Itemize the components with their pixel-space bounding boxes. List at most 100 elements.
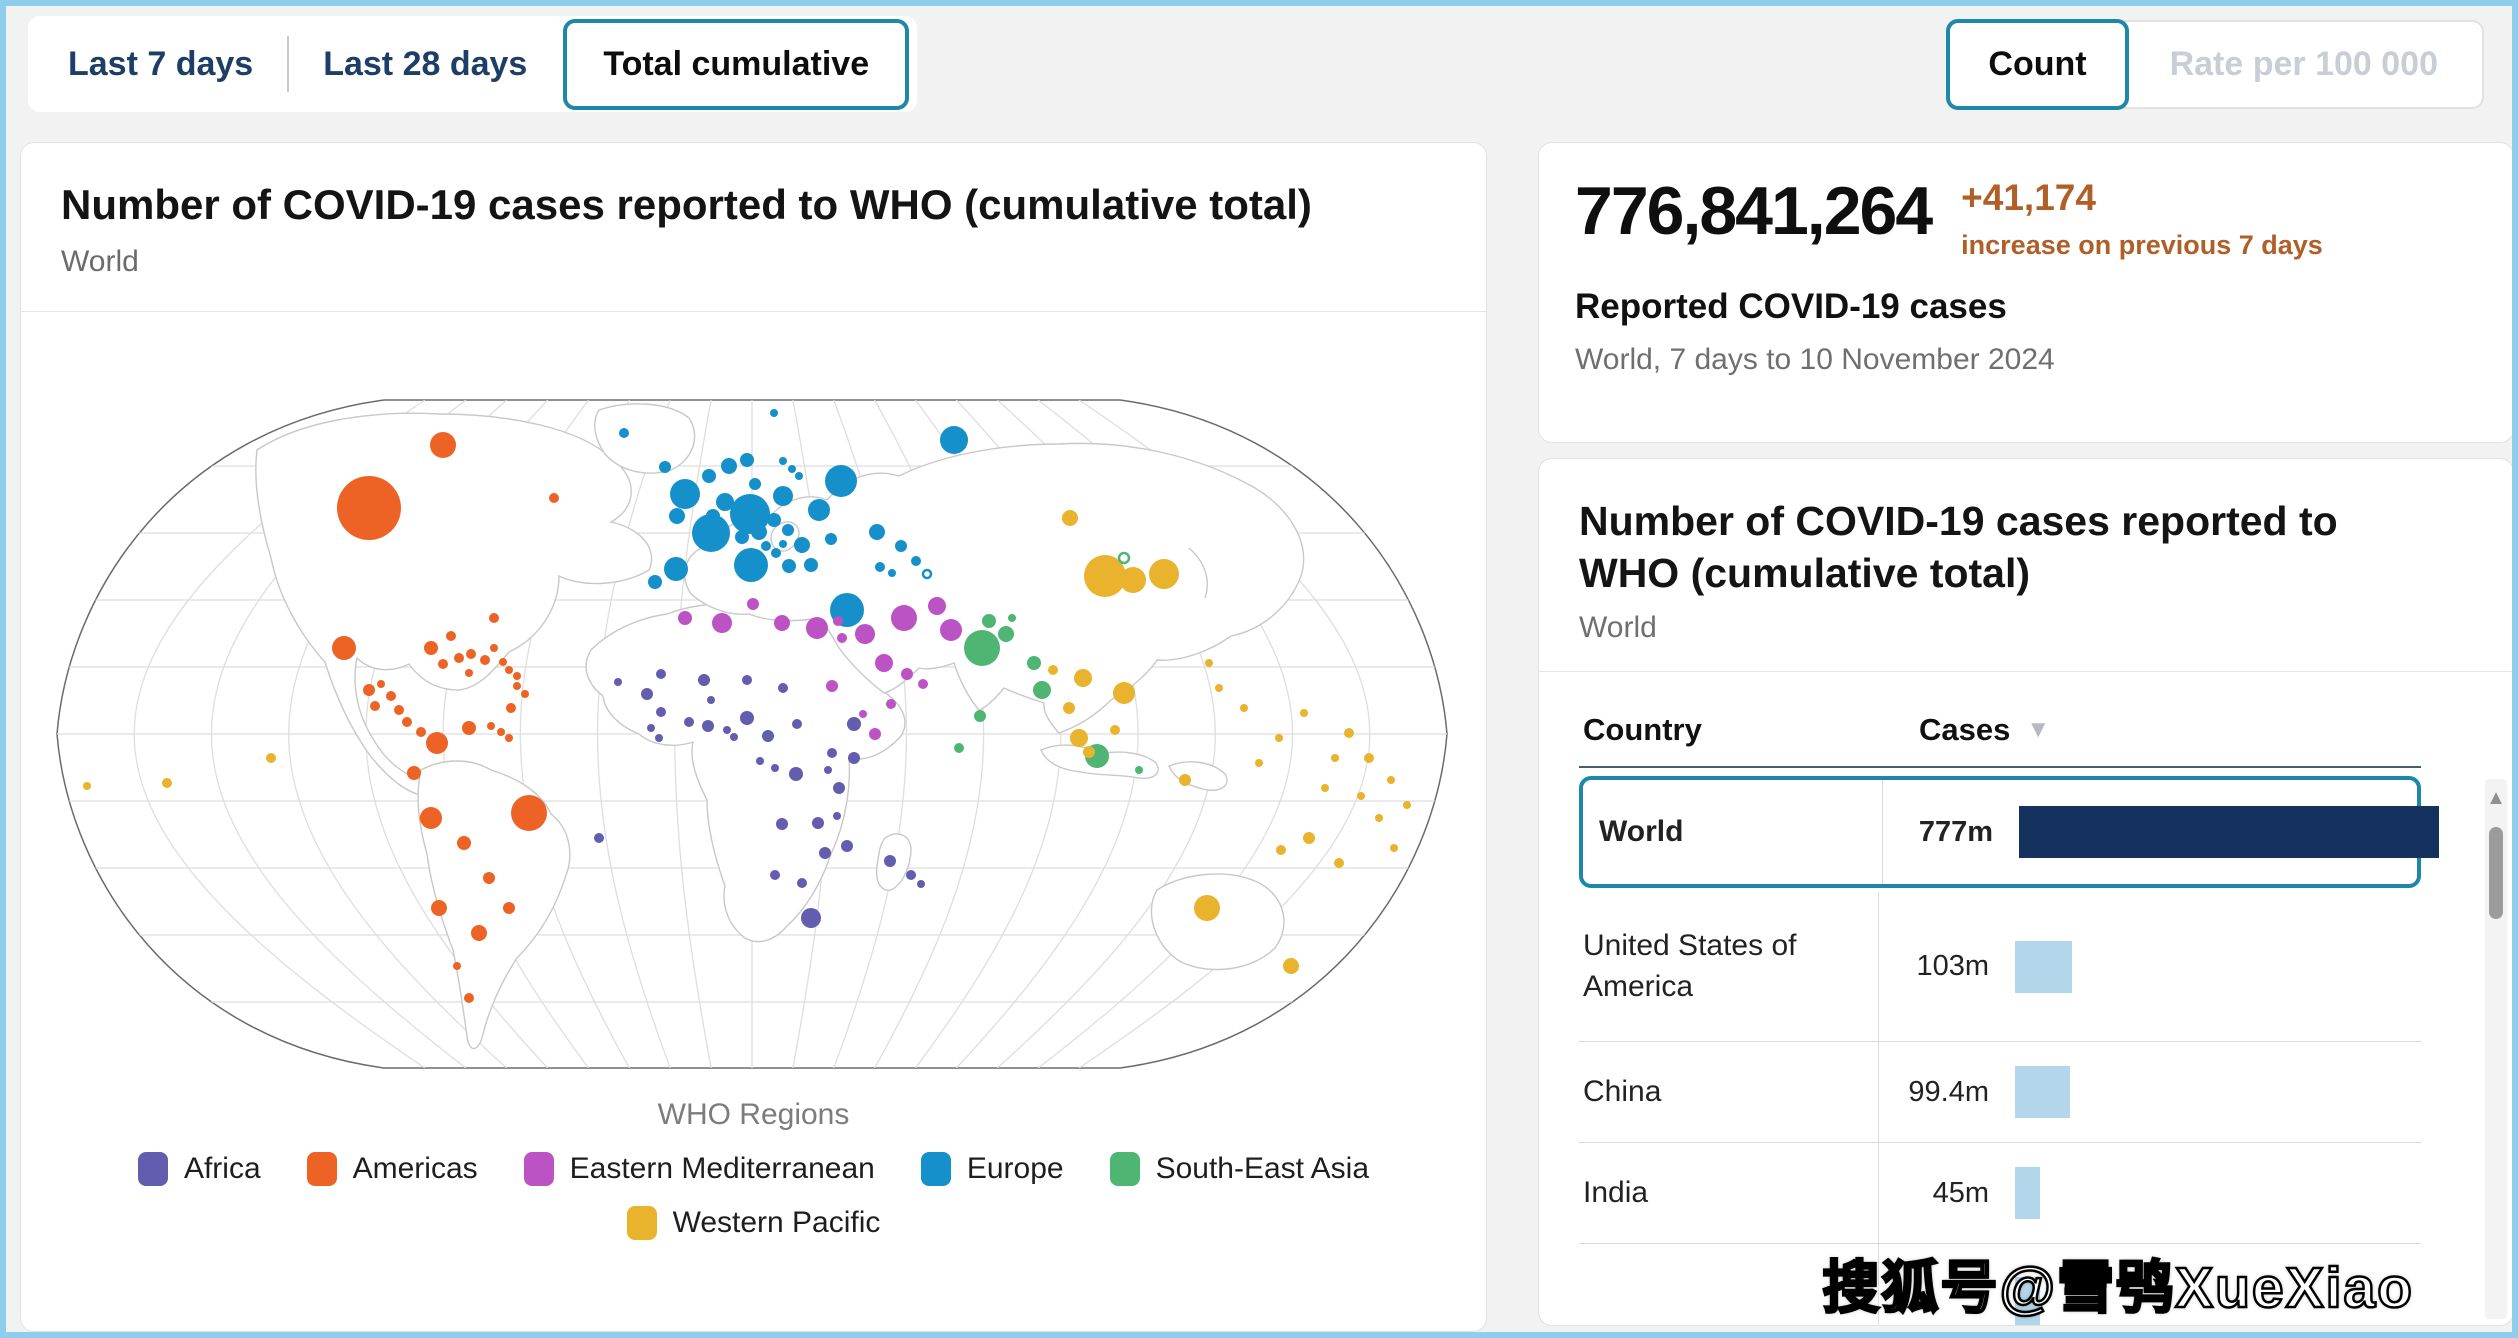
map-bubble-af[interactable] xyxy=(640,688,653,701)
map-bubble-wp[interactable] xyxy=(1112,682,1135,705)
map-bubble-af[interactable] xyxy=(840,840,853,853)
map-bubble-em[interactable] xyxy=(832,616,843,627)
map-bubble-eu[interactable] xyxy=(824,533,837,546)
map-bubble-wp[interactable] xyxy=(1374,814,1383,823)
column-header-country[interactable]: Country xyxy=(1583,712,1702,748)
map-bubble-eu[interactable] xyxy=(787,465,796,474)
map-bubble-af[interactable] xyxy=(739,711,754,726)
map-bubble-af[interactable] xyxy=(811,817,824,830)
map-bubble-am[interactable] xyxy=(425,732,448,755)
map-bubble-eu[interactable] xyxy=(807,499,830,522)
map-bubble-em[interactable] xyxy=(874,654,893,673)
map-bubble-se[interactable] xyxy=(997,626,1014,643)
map-bubble-ring-se[interactable] xyxy=(1117,552,1130,565)
map-bubble-eu[interactable] xyxy=(750,524,767,541)
map-bubble-af[interactable] xyxy=(654,734,663,743)
map-bubble-eu[interactable] xyxy=(733,548,768,583)
map-bubble-wp[interactable] xyxy=(1073,669,1092,688)
map-bubble-eu[interactable] xyxy=(781,559,796,574)
map-bubble-wp[interactable] xyxy=(1083,555,1126,598)
map-bubble-eu[interactable] xyxy=(705,509,720,524)
tab-last-28-days[interactable]: Last 28 days xyxy=(323,44,528,83)
map-bubble-wp[interactable] xyxy=(1320,784,1329,793)
map-bubble-af[interactable] xyxy=(646,724,655,733)
legend-item[interactable]: Americas xyxy=(306,1152,478,1187)
map-bubble-af[interactable] xyxy=(655,669,666,680)
map-bubble-af[interactable] xyxy=(777,683,788,694)
map-bubble-eu[interactable] xyxy=(874,562,885,573)
map-bubble-wp[interactable] xyxy=(1061,510,1078,527)
map-bubble-am[interactable] xyxy=(376,680,385,689)
map-bubble-eu[interactable] xyxy=(778,457,787,466)
map-bubble-em[interactable] xyxy=(885,699,896,710)
map-bubble-se[interactable] xyxy=(963,630,1000,667)
map-bubble-se[interactable] xyxy=(953,743,964,754)
map-bubble-af[interactable] xyxy=(706,696,715,705)
map-bubble-am[interactable] xyxy=(461,721,476,736)
map-bubble-wp[interactable] xyxy=(1333,858,1344,869)
map-bubble-wp[interactable] xyxy=(1275,845,1286,856)
map-bubble-eu[interactable] xyxy=(868,524,885,541)
map-bubble-eu[interactable] xyxy=(766,513,781,528)
map-bubble-am[interactable] xyxy=(419,807,442,830)
map-bubble-af[interactable] xyxy=(818,847,831,860)
map-bubble-am[interactable] xyxy=(369,701,380,712)
map-bubble-af[interactable] xyxy=(697,674,710,687)
map-bubble-af[interactable] xyxy=(701,720,714,733)
map-bubble-af[interactable] xyxy=(722,726,731,735)
table-row[interactable]: China 99.4m xyxy=(1579,1041,2421,1143)
map-bubble-eu[interactable] xyxy=(734,530,749,545)
map-bubble-eu[interactable] xyxy=(894,540,907,553)
tab-total-cumulative[interactable]: Total cumulative xyxy=(563,18,910,110)
map-bubble-se[interactable] xyxy=(1007,614,1016,623)
map-bubble-eu[interactable] xyxy=(658,461,671,474)
map-bubble-em[interactable] xyxy=(900,668,913,681)
map-bubble-af[interactable] xyxy=(826,748,837,759)
legend-item[interactable]: Africa xyxy=(137,1152,261,1187)
map-bubble-af[interactable] xyxy=(613,678,622,687)
legend-item[interactable]: South-East Asia xyxy=(1109,1152,1369,1187)
map-bubble-eu[interactable] xyxy=(772,486,793,507)
map-bubble-af[interactable] xyxy=(883,855,896,868)
map-bubble-em[interactable] xyxy=(825,680,838,693)
map-bubble-wp[interactable] xyxy=(1274,734,1283,743)
map-bubble-af[interactable] xyxy=(832,812,841,821)
map-bubble-em[interactable] xyxy=(805,617,828,640)
map-bubble-em[interactable] xyxy=(854,624,875,645)
table-row[interactable] xyxy=(1579,1243,2421,1325)
map-bubble-am[interactable] xyxy=(453,653,464,664)
map-bubble-wp[interactable] xyxy=(161,778,172,789)
map-bubble-wp[interactable] xyxy=(1082,746,1095,759)
map-bubble-af[interactable] xyxy=(905,870,916,881)
map-bubble-wp[interactable] xyxy=(1239,704,1248,713)
map-bubble-se[interactable] xyxy=(1134,766,1143,775)
map-bubble-am[interactable] xyxy=(502,902,515,915)
table-row[interactable]: United States of America 103m xyxy=(1579,892,2421,1042)
map-bubble-af[interactable] xyxy=(796,878,807,889)
map-bubble-eu[interactable] xyxy=(720,458,737,475)
column-header-cases[interactable]: Cases ▼ xyxy=(1883,712,2421,748)
map-bubble-am[interactable] xyxy=(510,795,547,832)
map-bubble-wp[interactable] xyxy=(1254,759,1263,768)
map-bubble-am[interactable] xyxy=(465,649,476,660)
map-bubble-eu[interactable] xyxy=(618,428,629,439)
map-bubble-am[interactable] xyxy=(479,655,490,666)
map-bubble-wp[interactable] xyxy=(1343,728,1354,739)
map-bubble-eu[interactable] xyxy=(770,548,781,559)
map-bubble-am[interactable] xyxy=(406,766,421,781)
map-bubble-eu[interactable] xyxy=(793,537,810,554)
map-bubble-am[interactable] xyxy=(482,872,495,885)
map-bubble-am[interactable] xyxy=(486,722,495,731)
map-bubble-eu[interactable] xyxy=(669,479,700,510)
map-bubble-eu[interactable] xyxy=(781,524,794,537)
map-bubble-em[interactable] xyxy=(746,598,759,611)
map-bubble-wp[interactable] xyxy=(1214,684,1223,693)
map-bubble-wp[interactable] xyxy=(1193,895,1220,922)
map-bubble-am[interactable] xyxy=(488,613,499,624)
map-bubble-se[interactable] xyxy=(973,710,986,723)
map-bubble-af[interactable] xyxy=(593,833,604,844)
map-bubble-af[interactable] xyxy=(769,870,780,881)
map-bubble-em[interactable] xyxy=(939,619,962,642)
map-bubble-af[interactable] xyxy=(729,733,738,742)
map-bubble-eu[interactable] xyxy=(647,575,662,590)
